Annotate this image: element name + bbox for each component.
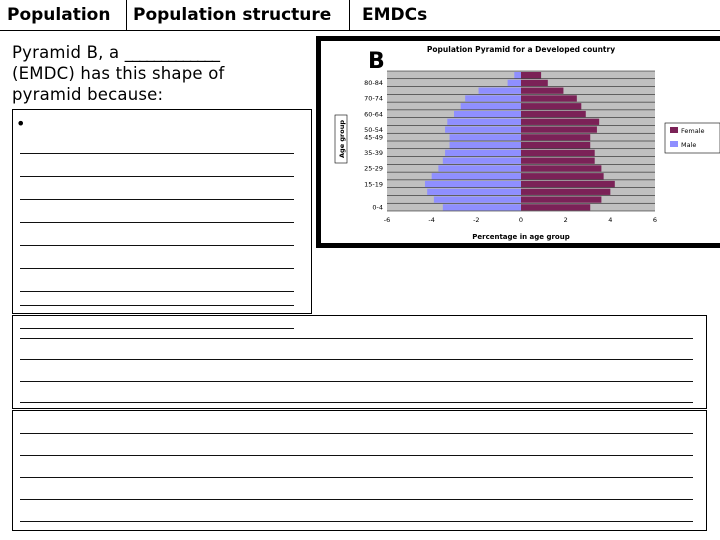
bar-female-30-34 bbox=[521, 157, 595, 164]
bar-male-30-34 bbox=[442, 157, 521, 164]
bar-male-25-29 bbox=[438, 165, 521, 172]
answer-box-1[interactable] bbox=[12, 109, 312, 314]
bar-female-10-14 bbox=[521, 188, 611, 195]
bar-male-0-4 bbox=[442, 204, 521, 211]
legend-label-male: Male bbox=[681, 141, 696, 149]
chart-title: Population Pyramid for a Developed count… bbox=[427, 45, 615, 54]
bar-female-0-4 bbox=[521, 204, 591, 211]
answer-line-box1 bbox=[20, 153, 294, 154]
tab-population-structure: Population structure bbox=[127, 0, 350, 30]
answer-line-box1 bbox=[20, 268, 294, 269]
answer-line-box3 bbox=[20, 455, 693, 456]
bar-male-10-14 bbox=[427, 188, 521, 195]
population-pyramid-chart: Population Pyramid for a Developed count… bbox=[334, 45, 720, 241]
answer-line-box1 bbox=[20, 305, 294, 306]
x-tick-label: 6 bbox=[653, 216, 657, 224]
prompt-blank[interactable]: _____________ bbox=[124, 43, 220, 62]
y-axis-label-box bbox=[334, 114, 348, 164]
answer-box-2[interactable] bbox=[12, 315, 707, 409]
question-prompt: Pyramid B, a _____________ (EMDC) has th… bbox=[12, 42, 312, 105]
chart-letter: B bbox=[368, 49, 385, 74]
bar-male-5-9 bbox=[433, 196, 521, 203]
answer-line-box1 bbox=[20, 176, 294, 177]
bar-female-75-79 bbox=[521, 87, 564, 94]
bullet-point: • bbox=[16, 114, 26, 133]
bar-female-50-54 bbox=[521, 126, 597, 133]
age-tick-label: 45-49 bbox=[364, 134, 383, 142]
bar-male-85+ bbox=[514, 72, 521, 79]
bar-female-85+ bbox=[521, 72, 542, 79]
bar-male-75-79 bbox=[478, 87, 521, 94]
age-tick-label: 50-54 bbox=[364, 126, 383, 134]
bar-male-70-74 bbox=[465, 95, 521, 102]
answer-line-box2 bbox=[20, 381, 693, 382]
x-tick-label: -2 bbox=[473, 216, 479, 224]
prompt-line1-prefix: Pyramid B, a bbox=[12, 43, 125, 62]
prompt-line2: (EMDC) has this shape of bbox=[12, 64, 225, 83]
bar-female-65-69 bbox=[521, 103, 582, 110]
bar-male-15-19 bbox=[424, 180, 521, 188]
bar-male-35-39 bbox=[445, 149, 521, 157]
answer-line-box3 bbox=[20, 521, 693, 522]
x-axis-label: Percentage in age group bbox=[472, 233, 569, 241]
answer-line-box2 bbox=[20, 402, 693, 403]
answer-line-box1 bbox=[20, 245, 294, 246]
bar-male-45-49 bbox=[449, 134, 521, 141]
bar-female-35-39 bbox=[521, 149, 595, 157]
x-tick-label: 0 bbox=[519, 216, 523, 224]
age-tick-label: 15-19 bbox=[364, 180, 383, 188]
bar-female-80-84 bbox=[521, 79, 548, 87]
bar-male-65-69 bbox=[460, 103, 521, 110]
legend-swatch-male bbox=[670, 141, 678, 147]
bar-female-55-59 bbox=[521, 118, 600, 125]
prompt-line3: pyramid because: bbox=[12, 85, 164, 104]
answer-line-box2 bbox=[20, 338, 693, 339]
bar-female-45-49 bbox=[521, 134, 591, 141]
x-tick-label: -6 bbox=[384, 216, 390, 224]
bar-male-40-44 bbox=[449, 142, 521, 149]
age-tick-label: 25-29 bbox=[364, 165, 383, 173]
bar-female-20-24 bbox=[521, 173, 604, 180]
bar-male-60-64 bbox=[454, 110, 521, 118]
x-tick-label: 2 bbox=[564, 216, 568, 224]
age-tick-label: 80-84 bbox=[364, 79, 383, 87]
bar-female-5-9 bbox=[521, 196, 602, 203]
chart-frame: B Population Pyramid for a Developed cou… bbox=[316, 36, 720, 248]
bar-female-40-44 bbox=[521, 142, 591, 149]
answer-line-box3 bbox=[20, 477, 693, 478]
bar-male-55-59 bbox=[447, 118, 521, 125]
bar-female-15-19 bbox=[521, 180, 615, 188]
bar-male-80-84 bbox=[507, 79, 521, 87]
answer-line-box2 bbox=[20, 359, 693, 360]
answer-line-box3 bbox=[20, 433, 693, 434]
answer-line-box1 bbox=[20, 222, 294, 223]
answer-line-box3 bbox=[20, 499, 693, 500]
header-bar: Population Population structure EMDCs bbox=[0, 0, 720, 31]
tab-population: Population bbox=[0, 0, 127, 30]
legend-label-female: Female bbox=[681, 127, 705, 135]
age-tick-label: 35-39 bbox=[364, 149, 383, 157]
x-tick-label: -4 bbox=[428, 216, 434, 224]
bar-male-20-24 bbox=[431, 173, 521, 180]
age-tick-label: 60-64 bbox=[364, 110, 383, 118]
y-axis-label: Age group bbox=[338, 120, 346, 158]
age-tick-label: 0-4 bbox=[372, 204, 383, 212]
bar-female-60-64 bbox=[521, 110, 586, 118]
answer-line-box1 bbox=[20, 328, 294, 329]
tab-emdcs: EMDCs bbox=[362, 5, 428, 25]
answer-line-box1 bbox=[20, 291, 294, 292]
answer-box-3[interactable] bbox=[12, 410, 707, 531]
bar-male-50-54 bbox=[445, 126, 521, 133]
x-tick-label: 4 bbox=[608, 216, 612, 224]
age-tick-label: 70-74 bbox=[364, 95, 383, 103]
bar-female-70-74 bbox=[521, 95, 577, 102]
answer-line-box1 bbox=[20, 199, 294, 200]
bar-female-25-29 bbox=[521, 165, 602, 172]
legend-swatch-female bbox=[670, 127, 678, 133]
